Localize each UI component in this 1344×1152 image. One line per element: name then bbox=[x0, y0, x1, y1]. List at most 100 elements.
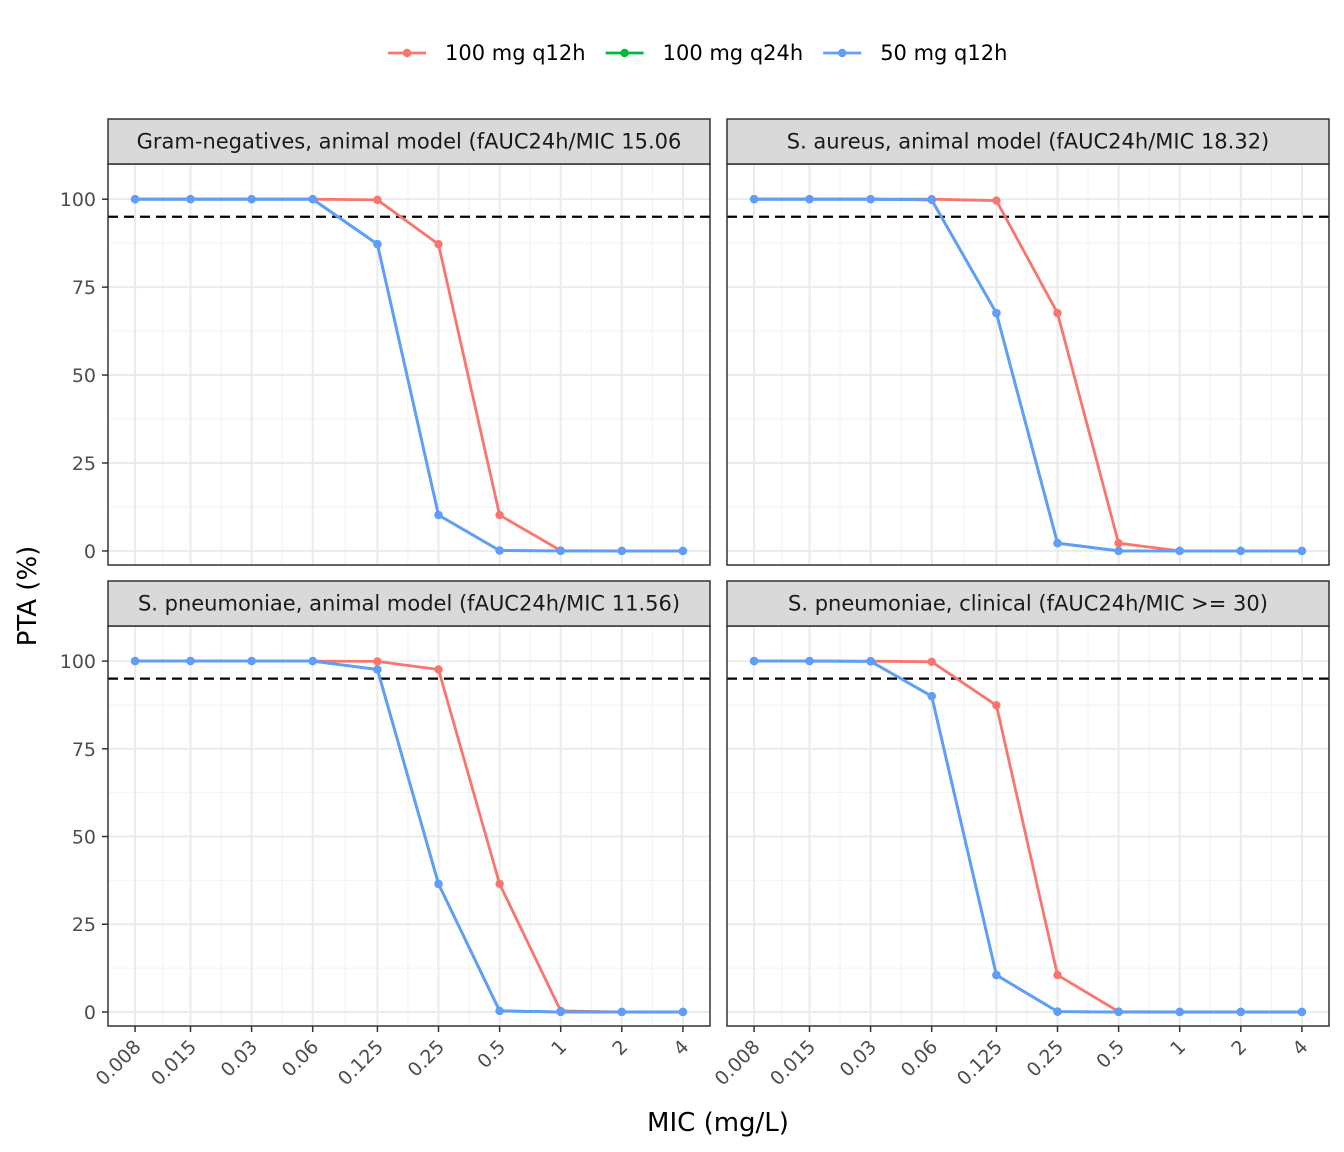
facet-strip bbox=[107, 118, 711, 165]
legend-entry: 100 mg q24h bbox=[605, 41, 804, 65]
y-tick-label: 50 bbox=[72, 365, 96, 387]
data-point bbox=[1175, 546, 1184, 556]
facet-panel: S. pneumoniae, clinical (fAUC24h/MIC >= … bbox=[711, 580, 1330, 1090]
series-line bbox=[135, 197, 683, 553]
legend-label: 50 mg q12h bbox=[880, 41, 1007, 65]
data-point bbox=[749, 194, 759, 204]
data-point bbox=[434, 510, 443, 520]
panel-background bbox=[727, 164, 1329, 565]
data-point bbox=[247, 656, 256, 666]
data-point bbox=[1053, 538, 1062, 548]
facet-strip bbox=[726, 118, 1330, 165]
facet-panel: Gram-negatives, animal model (fAUC24h/MI… bbox=[60, 118, 711, 566]
data-point bbox=[927, 691, 936, 701]
y-axis-title: PTA (%) bbox=[13, 546, 43, 647]
data-point bbox=[678, 546, 688, 556]
data-point bbox=[927, 195, 936, 205]
series-line bbox=[754, 659, 1302, 1014]
grid-lines bbox=[108, 626, 710, 1026]
series-group bbox=[749, 194, 1307, 556]
data-point bbox=[1114, 546, 1123, 556]
data-point bbox=[617, 546, 627, 556]
data-point bbox=[866, 194, 875, 204]
data-point bbox=[556, 546, 565, 556]
data-point bbox=[992, 970, 1001, 980]
data-point bbox=[434, 879, 443, 889]
data-point bbox=[434, 240, 443, 249]
data-point bbox=[992, 308, 1001, 318]
data-point bbox=[373, 240, 382, 249]
data-point bbox=[1236, 546, 1246, 556]
data-point bbox=[373, 195, 382, 205]
data-point bbox=[1236, 1007, 1246, 1017]
panel-background bbox=[727, 626, 1329, 1026]
y-tick-label: 50 bbox=[72, 827, 96, 849]
y-tick-label: 75 bbox=[72, 277, 96, 299]
y-tick-label: 25 bbox=[72, 914, 96, 936]
series-group bbox=[749, 656, 1307, 1017]
facet-strip-title: S. pneumoniae, clinical (fAUC24h/MIC >= … bbox=[788, 592, 1268, 616]
series-group bbox=[130, 656, 688, 1017]
data-point bbox=[617, 1007, 627, 1017]
data-point bbox=[130, 656, 140, 666]
data-point bbox=[373, 665, 382, 674]
facet-strip-title: S. pneumoniae, animal model (fAUC24h/MIC… bbox=[138, 592, 680, 616]
y-tick-label: 0 bbox=[84, 1002, 96, 1024]
grid-lines bbox=[108, 164, 710, 565]
data-point bbox=[927, 657, 936, 666]
data-point bbox=[749, 656, 759, 666]
data-point bbox=[186, 656, 195, 666]
data-point bbox=[805, 194, 814, 204]
data-point bbox=[1114, 1007, 1123, 1017]
data-point bbox=[866, 657, 875, 666]
axes-text: MIC (mg/L) PTA (%) bbox=[13, 546, 789, 1138]
legend-point-key bbox=[402, 48, 412, 58]
data-point bbox=[805, 656, 814, 666]
data-point bbox=[1053, 1007, 1062, 1016]
facet-panel: S. pneumoniae, animal model (fAUC24h/MIC… bbox=[60, 580, 711, 1090]
data-point bbox=[1297, 546, 1307, 556]
data-point bbox=[1175, 1007, 1184, 1017]
y-tick-label: 100 bbox=[60, 189, 96, 211]
legend-label: 100 mg q12h bbox=[445, 41, 586, 65]
facet-strip-title: Gram-negatives, animal model (fAUC24h/MI… bbox=[137, 130, 682, 154]
x-axis-title: MIC (mg/L) bbox=[647, 1108, 789, 1138]
data-point bbox=[1297, 1007, 1307, 1017]
y-tick-label: 25 bbox=[72, 453, 96, 475]
data-point bbox=[556, 1007, 565, 1017]
series-group bbox=[130, 194, 688, 556]
series-line bbox=[754, 197, 1302, 553]
data-point bbox=[308, 194, 317, 204]
data-point bbox=[495, 1006, 504, 1016]
data-point bbox=[1053, 308, 1062, 318]
y-tick-label: 75 bbox=[72, 739, 96, 761]
legend-label: 100 mg q24h bbox=[663, 41, 804, 65]
data-point bbox=[247, 194, 256, 204]
data-point bbox=[1053, 970, 1062, 980]
facet-strip bbox=[726, 580, 1330, 627]
data-point bbox=[308, 656, 317, 666]
facet-strip-title: S. aureus, animal model (fAUC24h/MIC 18.… bbox=[787, 130, 1270, 154]
data-point bbox=[495, 879, 504, 889]
legend-point-key bbox=[620, 48, 629, 58]
data-point bbox=[992, 196, 1001, 205]
y-tick-label: 100 bbox=[60, 651, 96, 673]
y-tick-label: 0 bbox=[84, 541, 96, 563]
data-point bbox=[130, 194, 140, 204]
data-point bbox=[1114, 538, 1123, 548]
legend: 100 mg q12h 100 mg q24h 50 mg q12h bbox=[388, 41, 1007, 65]
panel-background bbox=[108, 626, 710, 1026]
legend-entry: 50 mg q12h bbox=[823, 41, 1007, 65]
data-point bbox=[495, 510, 504, 520]
data-point bbox=[495, 546, 504, 555]
legend-entry: 100 mg q12h bbox=[388, 41, 586, 65]
data-point bbox=[373, 657, 382, 666]
facet-strip bbox=[107, 580, 711, 627]
data-point bbox=[434, 665, 443, 674]
data-point bbox=[992, 701, 1001, 710]
panel-background bbox=[108, 164, 710, 565]
facet-panel: S. aureus, animal model (fAUC24h/MIC 18.… bbox=[726, 118, 1330, 566]
facet-panels: Gram-negatives, animal model (fAUC24h/MI… bbox=[60, 118, 1330, 1090]
legend-point-key bbox=[837, 48, 847, 58]
data-point bbox=[678, 1007, 688, 1017]
